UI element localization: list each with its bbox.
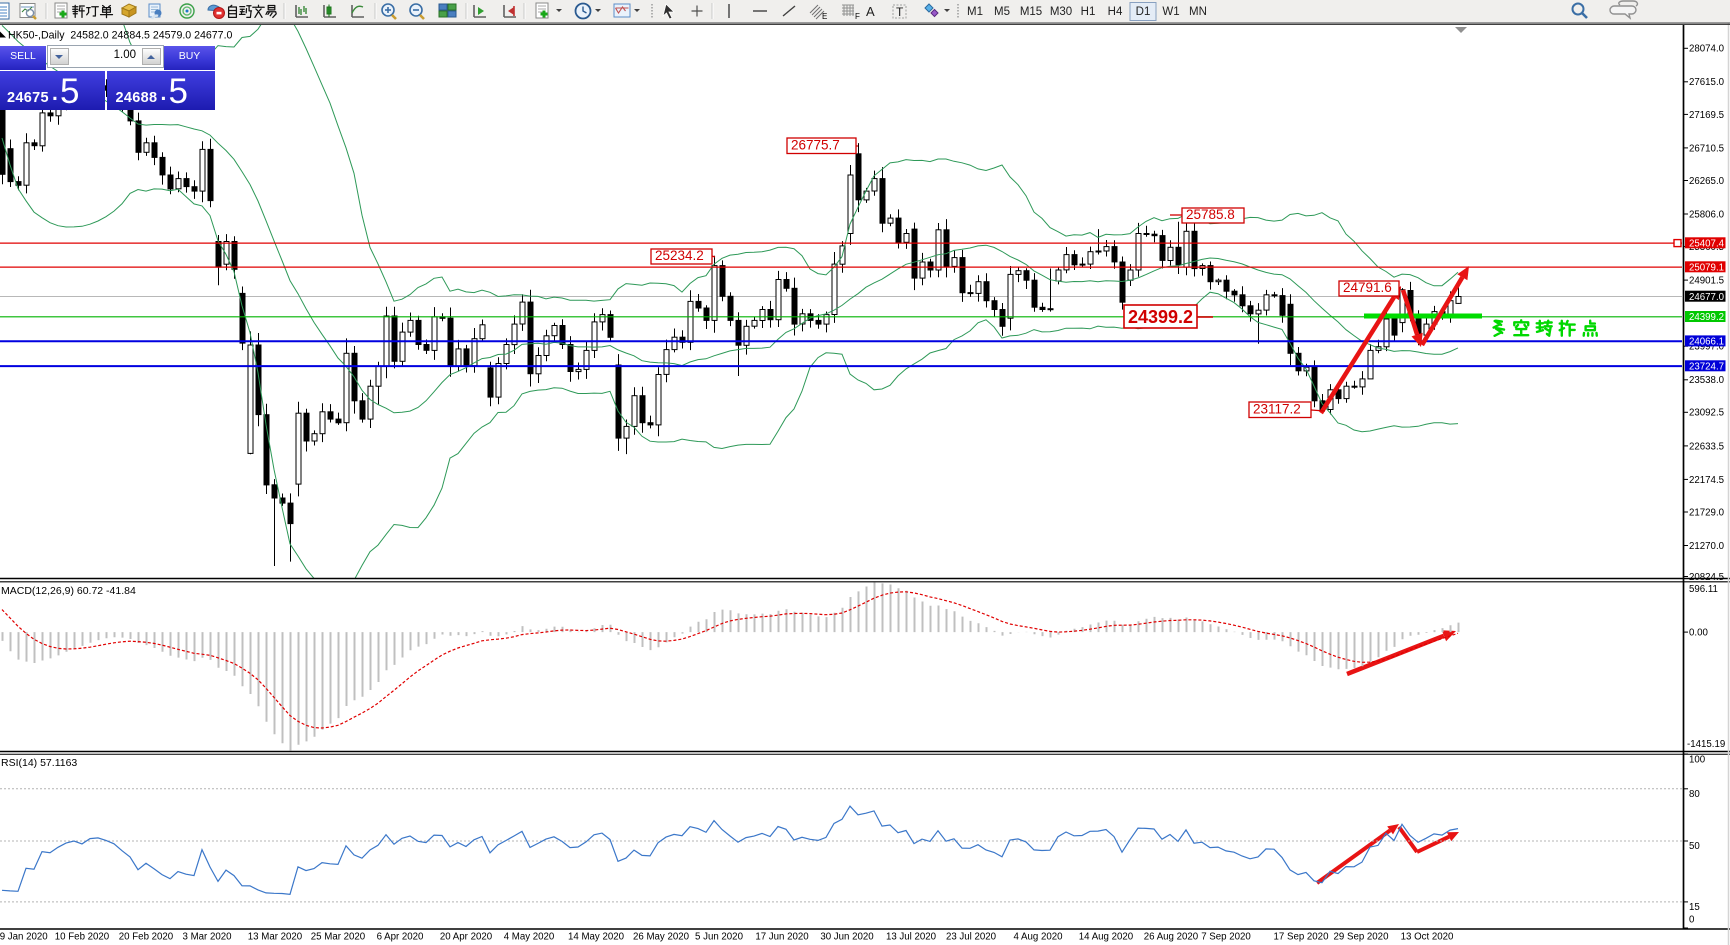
svg-text:23 Jul 2020: 23 Jul 2020 xyxy=(946,932,997,943)
svg-text:22174.5: 22174.5 xyxy=(1689,475,1724,486)
svg-text:W1: W1 xyxy=(1162,6,1179,18)
svg-text:RSI(14) 57.1163: RSI(14) 57.1163 xyxy=(1,757,77,769)
svg-text:23724.7: 23724.7 xyxy=(1689,362,1724,373)
svg-text:T: T xyxy=(896,5,904,19)
svg-text:M1: M1 xyxy=(967,6,983,18)
svg-text:5 Jun 2020: 5 Jun 2020 xyxy=(695,932,744,943)
svg-text:100: 100 xyxy=(1689,755,1706,766)
svg-text:A: A xyxy=(866,4,875,19)
svg-text:29 Jan 2020: 29 Jan 2020 xyxy=(0,932,48,943)
svg-text:26265.0: 26265.0 xyxy=(1689,176,1725,187)
svg-text:20 Feb 2020: 20 Feb 2020 xyxy=(119,932,174,943)
svg-text:26710.5: 26710.5 xyxy=(1689,143,1724,154)
svg-text:HK50-,Daily 24582.0 24884.5 2: HK50-,Daily 24582.0 24884.5 24579.0 2467… xyxy=(8,30,233,42)
svg-text:E: E xyxy=(822,12,827,21)
svg-text:22633.5: 22633.5 xyxy=(1689,441,1724,452)
svg-text:MN: MN xyxy=(1189,6,1207,18)
svg-text:27615.0: 27615.0 xyxy=(1689,77,1725,88)
svg-text:F: F xyxy=(855,12,860,21)
svg-text:10 Feb 2020: 10 Feb 2020 xyxy=(55,932,110,943)
svg-text:13 Oct 2020: 13 Oct 2020 xyxy=(1401,932,1454,943)
svg-text:28074.0: 28074.0 xyxy=(1689,44,1725,55)
svg-text:M15: M15 xyxy=(1020,6,1042,18)
svg-text:26 Aug 2020: 26 Aug 2020 xyxy=(1144,932,1199,943)
svg-text:24677.0: 24677.0 xyxy=(1689,292,1725,303)
svg-text:25806.0: 25806.0 xyxy=(1689,209,1725,220)
svg-text:50: 50 xyxy=(1689,841,1700,852)
svg-text:24791.6: 24791.6 xyxy=(1343,280,1392,295)
svg-text:30 Jun 2020: 30 Jun 2020 xyxy=(820,932,874,943)
svg-text:15: 15 xyxy=(1689,902,1700,913)
svg-text:23538.0: 23538.0 xyxy=(1689,375,1725,386)
svg-text:21729.0: 21729.0 xyxy=(1689,507,1725,518)
svg-text:13 Jul 2020: 13 Jul 2020 xyxy=(886,932,937,943)
svg-text:7 Sep 2020: 7 Sep 2020 xyxy=(1201,932,1251,943)
svg-text:17 Jun 2020: 17 Jun 2020 xyxy=(755,932,809,943)
svg-text:25785.8: 25785.8 xyxy=(1186,207,1235,222)
svg-text:D1: D1 xyxy=(1136,6,1151,18)
svg-text:3 Mar 2020: 3 Mar 2020 xyxy=(182,932,232,943)
svg-text:M5: M5 xyxy=(994,6,1010,18)
svg-text:596.11: 596.11 xyxy=(1689,584,1718,595)
svg-text:17 Sep 2020: 17 Sep 2020 xyxy=(1274,932,1330,943)
svg-text:-1415.19: -1415.19 xyxy=(1687,739,1725,750)
svg-text:H1: H1 xyxy=(1081,6,1096,18)
svg-text:0.00: 0.00 xyxy=(1689,628,1708,639)
svg-text:H4: H4 xyxy=(1108,6,1123,18)
svg-text:14 Aug 2020: 14 Aug 2020 xyxy=(1079,932,1134,943)
svg-text:25234.2: 25234.2 xyxy=(655,248,704,263)
svg-text:21270.0: 21270.0 xyxy=(1689,541,1725,552)
svg-text:25079.1: 25079.1 xyxy=(1689,263,1724,274)
svg-text:M30: M30 xyxy=(1050,6,1072,18)
svg-text:6 Apr 2020: 6 Apr 2020 xyxy=(377,932,424,943)
svg-text:27169.5: 27169.5 xyxy=(1689,110,1724,121)
svg-text:4 Aug 2020: 4 Aug 2020 xyxy=(1013,932,1063,943)
svg-text:23117.2: 23117.2 xyxy=(1253,402,1301,417)
svg-text:24901.5: 24901.5 xyxy=(1689,276,1724,287)
svg-text:13 Mar 2020: 13 Mar 2020 xyxy=(248,932,303,943)
svg-text:80: 80 xyxy=(1689,789,1700,800)
svg-text:25 Mar 2020: 25 Mar 2020 xyxy=(311,932,366,943)
svg-text:23997.0: 23997.0 xyxy=(1689,342,1725,353)
svg-text:4 May 2020: 4 May 2020 xyxy=(504,932,555,943)
svg-text:26775.7: 26775.7 xyxy=(791,138,840,153)
svg-text:24399.2: 24399.2 xyxy=(1128,307,1193,327)
svg-text:MACD(12,26,9) 60.72 -41.84: MACD(12,26,9) 60.72 -41.84 xyxy=(1,585,136,597)
svg-text:29 Sep 2020: 29 Sep 2020 xyxy=(1334,932,1390,943)
svg-text:26 May 2020: 26 May 2020 xyxy=(633,932,690,943)
svg-text:20824.5: 20824.5 xyxy=(1689,572,1724,583)
svg-text:0: 0 xyxy=(1689,915,1695,926)
svg-text:24066.1: 24066.1 xyxy=(1689,337,1724,348)
svg-text:20 Apr 2020: 20 Apr 2020 xyxy=(440,932,493,943)
svg-text:25407.4: 25407.4 xyxy=(1689,239,1725,250)
svg-text:23092.5: 23092.5 xyxy=(1689,408,1724,419)
svg-text:24399.2: 24399.2 xyxy=(1689,312,1724,323)
svg-text:14 May 2020: 14 May 2020 xyxy=(568,932,625,943)
